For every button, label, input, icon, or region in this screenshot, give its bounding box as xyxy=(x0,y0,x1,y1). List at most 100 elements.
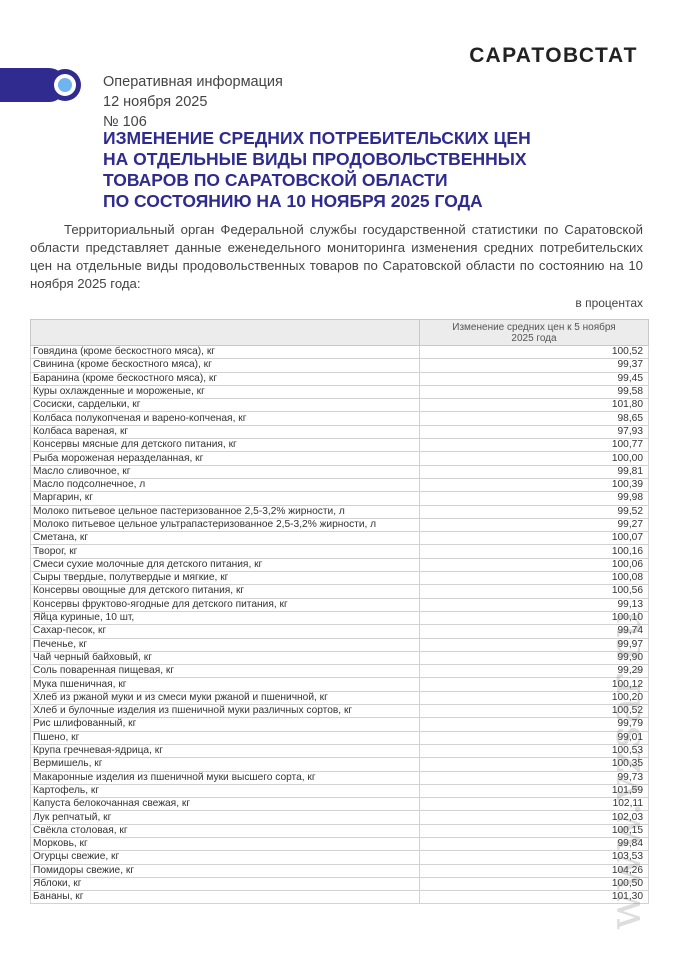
table-row: Колбаса полукопченая и варено-копченая, … xyxy=(30,411,649,426)
item-name: Вермишель, кг xyxy=(30,757,420,772)
item-name: Чай черный байховый, кг xyxy=(30,650,420,666)
item-name: Масло подсолнечное, л xyxy=(30,477,420,493)
table-row: Рыба мороженая неразделанная, кг 100,00 xyxy=(30,451,649,466)
table-row: Свёкла столовая, кг 100,15 xyxy=(30,823,649,838)
price-change: 99,98 xyxy=(419,491,649,506)
table-row: Маргарин, кг 99,98 xyxy=(30,491,649,506)
item-name: Сосиски, сардельки, кг xyxy=(30,398,420,413)
table-row: Молоко питьевое цельное пастеризованное … xyxy=(30,504,649,519)
intro-paragraph: Территориальный орган Федеральной службы… xyxy=(30,222,643,291)
price-change: 100,06 xyxy=(419,557,649,573)
table-row: Масло подсолнечное, л 100,39 xyxy=(30,477,649,493)
item-name: Капуста белокочанная свежая, кг xyxy=(30,797,420,812)
title-line: ТОВАРОВ ПО САРАТОВСКОЙ ОБЛАСТИ xyxy=(103,170,448,190)
table-row: Говядина (кроме бескостного мяса), кг 100… xyxy=(30,344,649,360)
item-name: Лук репчатый, кг xyxy=(30,810,420,825)
price-change: 99,27 xyxy=(419,517,649,533)
page-title: ИЗМЕНЕНИЕ СРЕДНИХ ПОТРЕБИТЕЛЬСКИХ ЦЕН НА… xyxy=(103,128,531,212)
table-row: Соль поваренная пищевая, кг 99,29 xyxy=(30,664,649,679)
table-row: Масло сливочное, кг 99,81 xyxy=(30,464,649,479)
item-name: Свёкла столовая, кг xyxy=(30,823,420,838)
item-name: Рыба мороженая неразделанная, кг xyxy=(30,451,420,466)
table-row: Свинина (кроме бескостного мяса), кг 99,3… xyxy=(30,358,649,373)
table-row: Макаронные изделия из пшеничной муки выс… xyxy=(30,770,649,785)
table-row: Печенье, кг 99,97 xyxy=(30,637,649,652)
table-row: Сыры твердые, полутвердые и мягкие, кг 10… xyxy=(30,571,649,586)
price-change: 100,07 xyxy=(419,531,649,546)
price-change: 101,80 xyxy=(419,398,649,413)
item-name: Хлеб из ржаной муки и из смеси муки ржан… xyxy=(30,690,420,706)
header-item xyxy=(30,319,420,346)
item-name: Говядина (кроме бескостного мяса), кг xyxy=(30,344,420,360)
item-name: Масло сливочное, кг xyxy=(30,464,420,479)
price-change: 100,00 xyxy=(419,451,649,466)
price-change: 100,56 xyxy=(419,584,649,599)
table-row: Огурцы свежие, кг 103,53 xyxy=(30,850,649,865)
item-name: Свинина (кроме бескостного мяса), кг xyxy=(30,358,420,373)
item-name: Бананы, кг xyxy=(30,890,420,905)
price-table: Изменение средних цен к 5 ноября 2025 го… xyxy=(30,319,649,905)
price-change: 99,52 xyxy=(419,504,649,519)
item-name: Пшено, кг xyxy=(30,730,420,745)
table-row: Консервы фруктово-ягодные для детского п… xyxy=(30,597,649,612)
item-name: Смеси сухие молочные для детского питани… xyxy=(30,557,420,573)
item-name: Хлеб и булочные изделия из пшеничной мук… xyxy=(30,704,420,719)
item-name: Творог, кг xyxy=(30,544,420,559)
item-name: Сахар-песок, кг xyxy=(30,624,420,639)
item-name: Помидоры свежие, кг xyxy=(30,863,420,878)
item-name: Соль поваренная пищевая, кг xyxy=(30,664,420,679)
header-change: Изменение средних цен к 5 ноября 2025 го… xyxy=(419,319,649,346)
item-name: Сметана, кг xyxy=(30,531,420,546)
price-change: 99,81 xyxy=(419,464,649,479)
table-row: Баранина (кроме бескостного мяса), кг 99,… xyxy=(30,371,649,386)
item-name: Крупа гречневая-ядрица, кг xyxy=(30,743,420,759)
item-name: Баранина (кроме бескостного мяса), кг xyxy=(30,371,420,386)
price-change: 99,45 xyxy=(419,371,649,386)
item-name: Маргарин, кг xyxy=(30,491,420,506)
price-change: 100,39 xyxy=(419,477,649,493)
table-row: Чай черный байховый, кг 99,90 xyxy=(30,650,649,666)
watermark: www.vzsar.ru xyxy=(600,607,651,930)
table-row: Куры охлажденные и мороженые, кг 99,58 xyxy=(30,384,649,400)
item-name: Консервы мясные для детского питания, кг xyxy=(30,438,420,453)
table-row: Сосиски, сардельки, кг 101,80 xyxy=(30,398,649,413)
price-change: 99,37 xyxy=(419,358,649,373)
price-change: 98,65 xyxy=(419,411,649,426)
table-row: Сметана, кг 100,07 xyxy=(30,531,649,546)
table-row: Яйца куриные, 10 шт, 100,10 xyxy=(30,610,649,626)
table-row: Сахар-песок, кг 99,74 xyxy=(30,624,649,639)
price-change: 99,58 xyxy=(419,384,649,400)
item-name: Куры охлажденные и мороженые, кг xyxy=(30,384,420,400)
table-row: Бананы, кг 101,30 xyxy=(30,890,649,905)
table-row: Яблоки, кг 100,50 xyxy=(30,876,649,892)
table-row: Творог, кг 100,16 xyxy=(30,544,649,559)
document-date: 12 ноября 2025 xyxy=(103,94,208,110)
price-change: 100,08 xyxy=(419,571,649,586)
table-row: Капуста белокочанная свежая, кг 102,11 xyxy=(30,797,649,812)
document-number: № 106 xyxy=(103,114,147,130)
table-row: Мука пшеничная, кг 100,12 xyxy=(30,677,649,692)
item-name: Консервы фруктово-ягодные для детского п… xyxy=(30,597,420,612)
table-row: Помидоры свежие, кг 104,26 xyxy=(30,863,649,878)
table-row: Колбаса вареная, кг 97,93 xyxy=(30,424,649,440)
table-row: Консервы мясные для детского питания, кг… xyxy=(30,438,649,453)
item-name: Молоко питьевое цельное пастеризованное … xyxy=(30,504,420,519)
item-name: Мука пшеничная, кг xyxy=(30,677,420,692)
table-header-row: Изменение средних цен к 5 ноября 2025 го… xyxy=(30,319,649,346)
title-line: НА ОТДЕЛЬНЫЕ ВИДЫ ПРОДОВОЛЬСТВЕННЫХ xyxy=(103,149,527,169)
unit-label: в процентах xyxy=(575,296,643,310)
table-row: Молоко питьевое цельное ультрапастеризов… xyxy=(30,517,649,533)
title-line: ИЗМЕНЕНИЕ СРЕДНИХ ПОТРЕБИТЕЛЬСКИХ ЦЕН xyxy=(103,128,531,148)
item-name: Колбаса полукопченая и варено-копченая, … xyxy=(30,411,420,426)
item-name: Консервы овощные для детского питания, к… xyxy=(30,584,420,599)
table-row: Картофель, кг 101,59 xyxy=(30,783,649,799)
price-change: 100,52 xyxy=(419,344,649,360)
table-row: Хлеб из ржаной муки и из смеси муки ржан… xyxy=(30,690,649,706)
table-row: Морковь, кг 99,84 xyxy=(30,836,649,852)
table-row: Смеси сухие молочные для детского питани… xyxy=(30,557,649,573)
item-name: Яблоки, кг xyxy=(30,876,420,892)
price-change: 100,16 xyxy=(419,544,649,559)
table-row: Рис шлифованный, кг 99,79 xyxy=(30,717,649,732)
document-meta: Оперативная информация 12 ноября 2025 № … xyxy=(103,72,283,132)
title-line: ПО СОСТОЯНИЮ НА 10 НОЯБРЯ 2025 ГОДА xyxy=(103,191,483,211)
